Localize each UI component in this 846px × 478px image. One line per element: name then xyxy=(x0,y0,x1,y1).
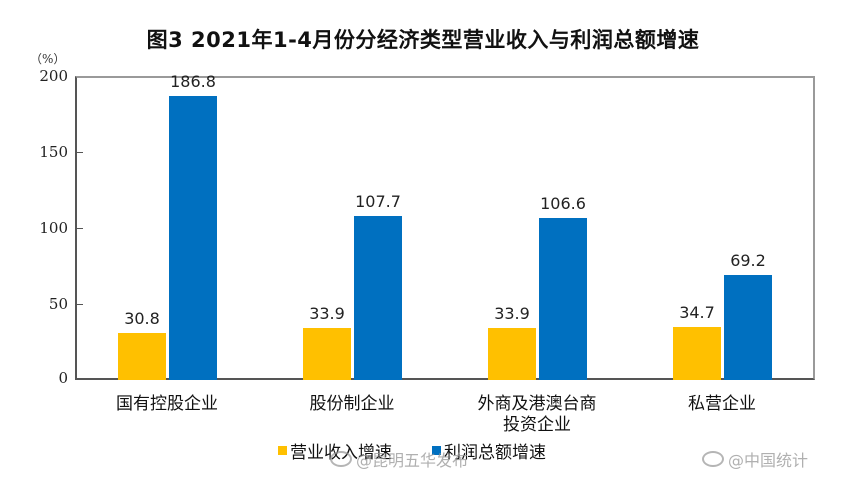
data-label: 107.7 xyxy=(355,192,401,212)
y-tick-label-200: 200 xyxy=(39,67,68,85)
category-label: 私营企业 xyxy=(688,394,756,414)
y-tick-label-50: 50 xyxy=(48,295,68,313)
legend-label: 利润总额增速 xyxy=(444,443,546,463)
y-tick xyxy=(77,228,83,229)
category-label-line: 外商及港澳台商 xyxy=(477,394,597,414)
y-tick-label-150: 150 xyxy=(39,143,68,161)
watermark-text: @中国统计 xyxy=(728,451,809,470)
watermark: @昆明五华发布 xyxy=(330,447,468,471)
data-label: 34.7 xyxy=(679,303,715,323)
bar-revenue-growth xyxy=(303,328,351,380)
data-label: 69.2 xyxy=(730,250,766,270)
legend-item-profit: 利润总额增速 xyxy=(432,438,546,463)
data-label: 33.9 xyxy=(309,304,345,324)
data-label: 186.8 xyxy=(170,72,216,92)
chart-title: 图3 2021年1-4月份分经济类型营业收入与利润总额增速 xyxy=(146,28,700,52)
data-label: 106.6 xyxy=(540,193,586,213)
data-label: 30.8 xyxy=(124,309,160,329)
watermark: @中国统计 xyxy=(702,447,808,471)
data-label: 33.9 xyxy=(494,304,530,324)
y-tick xyxy=(77,152,83,153)
bar-profit-growth xyxy=(539,217,587,380)
bar-profit-growth xyxy=(169,96,217,380)
bar-revenue-growth xyxy=(673,327,721,380)
y-tick-label-0: 0 xyxy=(58,369,68,387)
weibo-icon xyxy=(330,451,352,467)
bar-profit-growth xyxy=(724,274,772,380)
category-label-line: 投资企业 xyxy=(503,415,571,435)
y-tick xyxy=(77,304,83,305)
bar-revenue-growth xyxy=(488,328,536,380)
bar-revenue-growth xyxy=(118,333,166,380)
legend-swatch-yellow-icon xyxy=(278,446,287,455)
plot-area xyxy=(75,76,815,380)
y-axis-unit: （%） xyxy=(30,52,66,66)
bar-profit-growth xyxy=(354,216,402,380)
category-label: 股份制企业 xyxy=(309,394,395,414)
y-tick-label-100: 100 xyxy=(39,219,68,237)
weibo-icon xyxy=(702,451,724,467)
category-label: 外商及港澳台商 投资企业 xyxy=(447,394,627,436)
legend-swatch-blue-icon xyxy=(432,446,441,455)
watermark-text: @昆明五华发布 xyxy=(356,451,469,470)
category-label: 国有控股企业 xyxy=(116,394,218,414)
